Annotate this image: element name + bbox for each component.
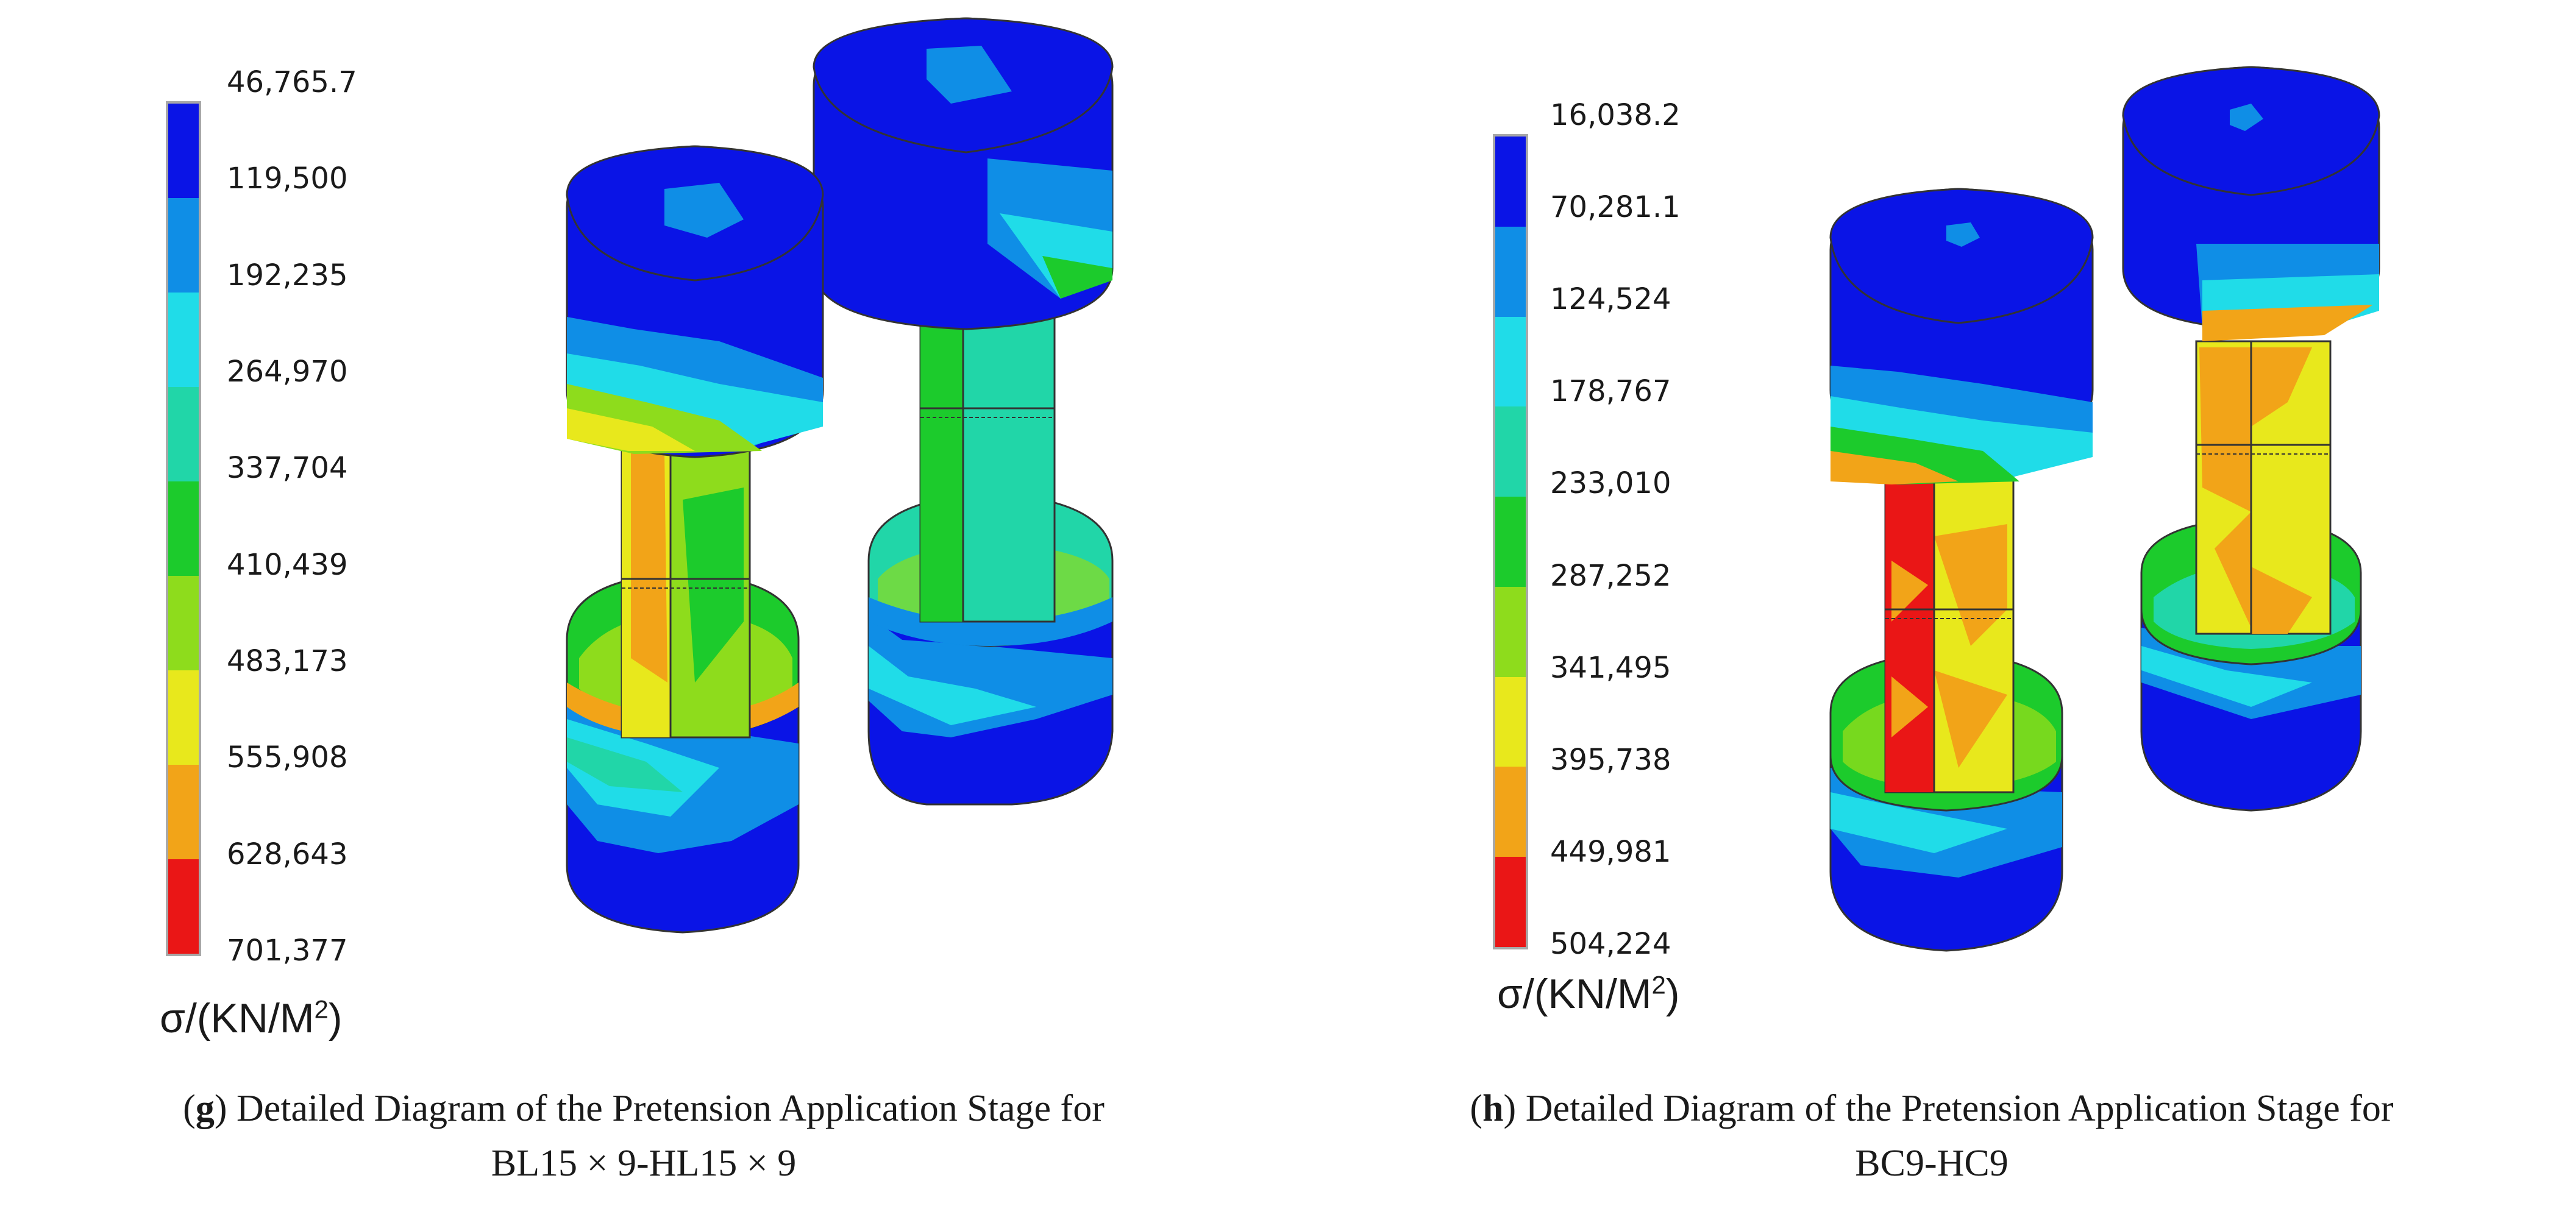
- colorbar-tick-label: 233,010: [1550, 466, 1671, 501]
- colorbar-tick-label: 341,495: [1550, 650, 1671, 685]
- colorbar-swatch: [1495, 676, 1526, 767]
- panel-g: 46,765.7 119,500 192,235 264,970 337,704 410,…: [34, 17, 1253, 1191]
- colorbar-swatch: [168, 198, 199, 293]
- caption-line2: BL15 × 9-HL15 × 9: [491, 1142, 797, 1184]
- caption-letter: g: [195, 1088, 215, 1129]
- caption-line2: BC9-HC9: [1855, 1142, 2008, 1184]
- colorbar-swatch: [1495, 406, 1526, 497]
- caption-line1: (g) Detailed Diagram of the Pretension A…: [183, 1088, 1105, 1129]
- panel-h: 16,038.2 70,281.1 124,524 178,767 233,010 287…: [1288, 0, 2576, 1206]
- colorbar-tick-label: 287,252: [1550, 558, 1671, 593]
- colorbar-tick-label: 449,981: [1550, 834, 1671, 869]
- colorbar-tick-label: 410,439: [227, 547, 348, 582]
- colorbar-tick-label: 46,765.7: [227, 65, 357, 99]
- colorbar-swatch: [168, 481, 199, 576]
- colorbar-swatch: [1495, 497, 1526, 587]
- colorbar-tick-label: 192,235: [227, 258, 348, 293]
- stress-colorbar: [166, 101, 201, 956]
- colorbar-tick-label: 395,738: [1550, 742, 1671, 777]
- caption-g: (g) Detailed Diagram of the Pretension A…: [34, 1082, 1253, 1191]
- colorbar-tick-label: 178,767: [1550, 374, 1671, 409]
- colorbar-swatch: [168, 293, 199, 387]
- colorbar-swatch: [1495, 767, 1526, 857]
- colorbar-tick-label: 504,224: [1550, 927, 1671, 961]
- colorbar-tick-label: 555,908: [227, 740, 348, 775]
- stress-unit-label: σ/(KN/M2): [160, 995, 343, 1042]
- colorbar-tick-label: 701,377: [227, 934, 348, 968]
- stress-unit-label: σ/(KN/M2): [1497, 970, 1680, 1018]
- colorbar-tick-label: 483,173: [227, 644, 348, 678]
- colorbar-swatch: [168, 765, 199, 859]
- colorbar-swatch: [168, 859, 199, 954]
- caption-title: ) Detailed Diagram of the Pretension App…: [214, 1088, 1105, 1129]
- colorbar-swatch: [168, 104, 199, 198]
- stress-colorbar: [1493, 134, 1528, 949]
- unit-prefix: σ/(KN/M: [1497, 971, 1652, 1017]
- back-bolt: [813, 17, 1114, 806]
- colorbar-swatch: [168, 576, 199, 670]
- colorbar-swatch: [168, 670, 199, 765]
- colorbar-tick-label: 124,524: [1550, 282, 1671, 317]
- colorbar-tick-label: 264,970: [227, 355, 348, 389]
- caption-letter: h: [1482, 1088, 1504, 1129]
- unit-suffix: ): [328, 995, 343, 1041]
- colorbar-tick-label: 119,500: [227, 161, 348, 196]
- colorbar-swatch: [1495, 137, 1526, 227]
- colorbar-tick-label: 16,038.2: [1550, 98, 1681, 132]
- unit-suffix: ): [1665, 971, 1680, 1017]
- colorbar-tick-label: 337,704: [227, 451, 348, 486]
- colorbar-swatch: [1495, 226, 1526, 317]
- caption-title: ) Detailed Diagram of the Pretension App…: [1503, 1088, 2394, 1129]
- colorbar-swatch: [1495, 586, 1526, 677]
- unit-prefix: σ/(KN/M: [160, 995, 315, 1041]
- colorbar-swatch: [1495, 857, 1526, 947]
- caption-h: (h) Detailed Diagram of the Pretension A…: [1322, 1082, 2541, 1191]
- front-bolt: [566, 145, 824, 934]
- fem-model-g: [566, 17, 1114, 934]
- colorbar-tick-label: 70,281.1: [1550, 190, 1681, 225]
- colorbar-tick-label: 628,643: [227, 837, 348, 871]
- front-bolt: [1829, 188, 2094, 952]
- unit-exponent: 2: [314, 995, 329, 1024]
- colorbar-swatch: [1495, 316, 1526, 407]
- colorbar-swatch: [168, 387, 199, 481]
- fem-model-h: [1829, 66, 2380, 952]
- unit-exponent: 2: [1651, 970, 1666, 999]
- back-bolt: [2122, 66, 2380, 812]
- caption-line1: (h) Detailed Diagram of the Pretension A…: [1470, 1088, 2394, 1129]
